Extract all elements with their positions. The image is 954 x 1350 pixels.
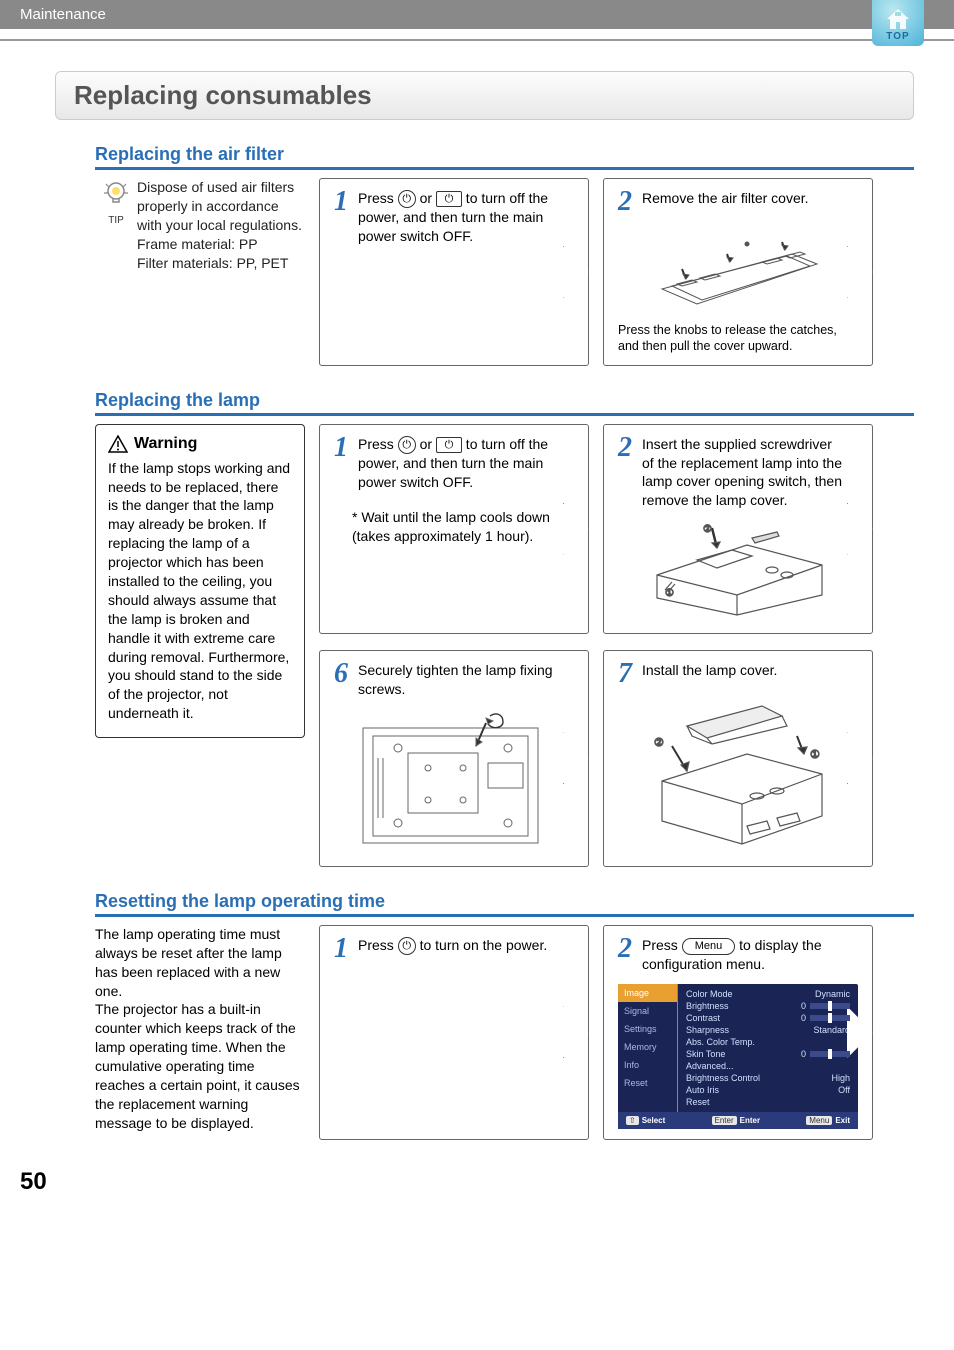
step-text: Press ⏻ to turn on the power.	[358, 936, 562, 961]
step-sub: Press the knobs to release the catches, …	[618, 322, 846, 355]
air-filter-section: TIP Dispose of used air filters properly…	[95, 178, 914, 366]
menu-side-item: Info	[618, 1056, 677, 1074]
menu-side-item: Image	[618, 984, 677, 1002]
menu-row: Color ModeDynamic	[686, 988, 850, 1000]
reset-step-2: 2 Press Menu to display the configuratio…	[603, 925, 873, 1140]
header-rule	[0, 39, 954, 41]
tip-box: TIP Dispose of used air filters properly…	[95, 178, 305, 272]
menu-row: Advanced...	[686, 1060, 850, 1072]
step-number: 2	[618, 435, 632, 511]
warning-icon	[108, 435, 128, 453]
main-title: Replacing consumables	[74, 80, 895, 111]
air-filter-title: Replacing the air filter	[95, 144, 914, 170]
air-filter-step-1: 1 Press ⏻ or ⏻ to turn off the power, an…	[319, 178, 589, 366]
step-text: Press ⏻ or ⏻ to turn off the power, and …	[358, 435, 562, 492]
power-icon: ⏻	[398, 937, 416, 955]
tip-text: Dispose of used air filters properly in …	[137, 178, 305, 272]
step-number: 7	[618, 661, 632, 686]
top-badge-text: TOP	[886, 31, 909, 42]
warning-text: If the lamp stops working and needs to b…	[108, 459, 292, 723]
lamp-title: Replacing the lamp	[95, 390, 914, 416]
page-header: Maintenance TOP	[0, 0, 954, 29]
page-number: 50	[20, 1168, 954, 1196]
power-button-icon: ⏻	[436, 437, 462, 453]
reset-section: The lamp operating time must always be r…	[95, 925, 914, 1140]
svg-text:②: ②	[703, 524, 712, 535]
step-number: 1	[334, 435, 348, 492]
lamp-cover-install-illustration: ② ①	[618, 696, 846, 856]
menu-row: Reset	[686, 1096, 850, 1108]
lamp-section: Warning If the lamp stops working and ne…	[95, 424, 914, 867]
house-icon	[884, 7, 912, 31]
warning-head: Warning	[108, 435, 292, 453]
svg-text:①: ①	[810, 749, 820, 761]
menu-row: Contrast0	[686, 1012, 850, 1024]
menu-screenshot: ImageSignalSettingsMemoryInfoReset Color…	[618, 984, 858, 1129]
step-text: Install the lamp cover.	[642, 661, 846, 686]
menu-side-item: Signal	[618, 1002, 677, 1020]
power-icon: ⏻	[398, 190, 416, 208]
step-number: 2	[618, 936, 632, 974]
step-number: 1	[334, 936, 348, 961]
lamp-cover-illustration: ① ②	[618, 520, 846, 620]
reset-step-1: 1 Press ⏻ to turn on the power.	[319, 925, 589, 1140]
svg-text:②: ②	[654, 737, 664, 749]
lamp-step-7: 7 Install the lamp cover.	[603, 650, 873, 867]
air-filter-illustration	[618, 224, 846, 314]
reset-title: Resetting the lamp operating time	[95, 891, 914, 917]
menu-row: Skin Tone0	[686, 1048, 850, 1060]
svg-text:①: ①	[665, 588, 674, 599]
menu-side-item: Settings	[618, 1020, 677, 1038]
menu-row: Brightness ControlHigh	[686, 1072, 850, 1084]
lamp-step-1: 1 Press ⏻ or ⏻ to turn off the power, an…	[319, 424, 589, 634]
main-title-bar: Replacing consumables	[55, 71, 914, 120]
menu-row: Abs. Color Temp.	[686, 1036, 850, 1048]
power-button-icon: ⏻	[436, 191, 462, 207]
step-text: Remove the air filter cover.	[642, 189, 846, 214]
menu-button-icon: Menu	[682, 938, 736, 955]
menu-side-item: Reset	[618, 1074, 677, 1092]
step-text: Insert the supplied screwdriver of the r…	[642, 435, 846, 511]
menu-row: Auto IrisOff	[686, 1084, 850, 1096]
step-number: 1	[334, 189, 348, 246]
air-filter-step-2: 2 Remove the air filter cover.	[603, 178, 873, 366]
lamp-step-2: 2 Insert the supplied screwdriver of the…	[603, 424, 873, 634]
menu-side-item: Memory	[618, 1038, 677, 1056]
power-icon: ⏻	[398, 436, 416, 454]
breadcrumb: Maintenance	[20, 6, 106, 23]
step-text: Press Menu to display the configuration …	[642, 936, 846, 974]
top-badge: TOP	[872, 0, 924, 46]
menu-row: Brightness0	[686, 1000, 850, 1012]
tip-label: TIP	[95, 215, 137, 226]
lamp-screws-illustration	[334, 708, 562, 848]
step-note: * Wait until the lamp cools down (takes …	[352, 508, 562, 546]
reset-desc: The lamp operating time must always be r…	[95, 925, 305, 1133]
step-text: Securely tighten the lamp fixing screws.	[358, 661, 562, 699]
menu-row: SharpnessStandard	[686, 1024, 850, 1036]
step-number: 2	[618, 189, 632, 214]
warning-box: Warning If the lamp stops working and ne…	[95, 424, 305, 738]
warning-title: Warning	[134, 435, 197, 453]
lamp-step-6: 6 Securely tighten the lamp fixing screw…	[319, 650, 589, 867]
lightbulb-icon	[101, 178, 131, 208]
step-number: 6	[334, 661, 348, 699]
step-text: Press ⏻ or ⏻ to turn off the power, and …	[358, 189, 562, 246]
